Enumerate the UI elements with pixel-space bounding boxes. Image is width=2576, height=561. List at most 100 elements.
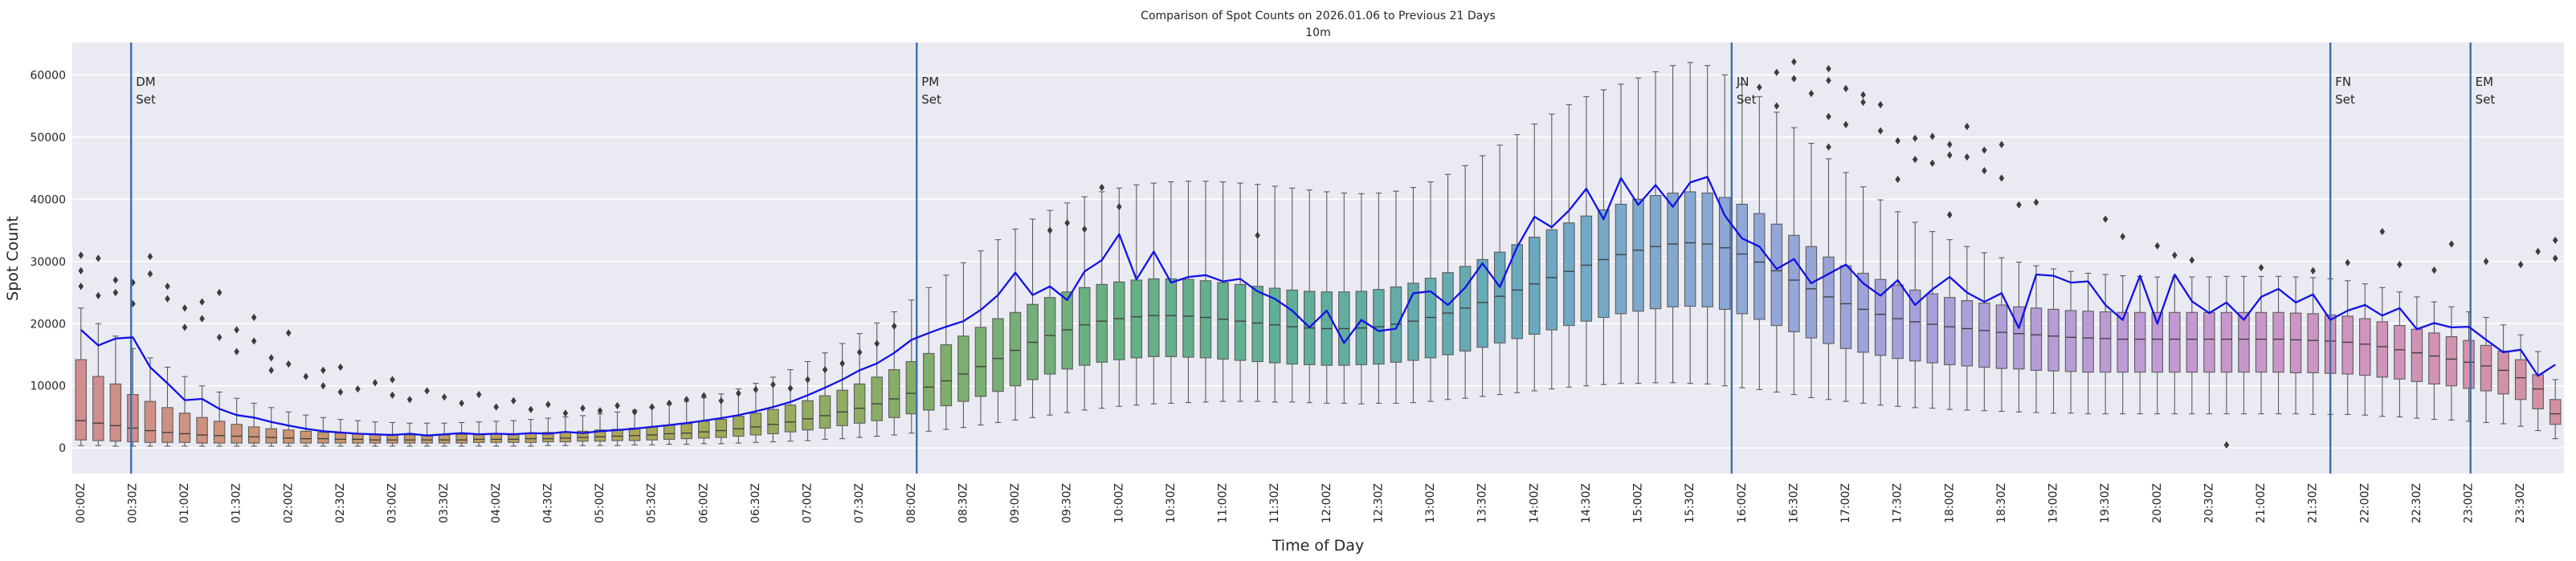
outlier-diamond [476,390,482,399]
box [1615,203,1627,315]
box [473,433,485,443]
outlier-diamond [372,379,378,387]
event-label-fn-set: Set [2335,92,2355,107]
outlier-diamond [251,313,257,322]
box [992,318,1004,392]
x-tick-label: 09:30Z [1061,483,1074,523]
outlier-diamond [424,387,430,395]
box [2359,318,2371,376]
box [2117,311,2129,373]
chart-title: Comparison of Spot Counts on 2026.01.06 … [1141,10,1496,22]
box [1182,278,1194,358]
outlier-diamond [2016,201,2022,209]
box [1944,297,1956,365]
box [1995,304,2008,369]
x-tick-label: 13:30Z [1476,483,1489,523]
box [698,421,710,439]
outlier-diamond [441,393,447,401]
box [213,421,226,444]
x-tick-label: 20:00Z [2151,483,2164,523]
outlier-diamond [1826,64,1831,73]
outlier-diamond [1808,89,1815,98]
box [1649,195,1662,310]
x-tick-label: 04:00Z [490,483,503,523]
box [2307,313,2319,374]
box [1165,278,1178,357]
event-label-dm-set: Set [136,92,156,107]
box [2549,399,2562,425]
outlier-diamond [891,322,897,330]
outlier-diamond [614,401,620,410]
x-tick-label: 06:00Z [697,483,710,523]
box [1545,229,1558,331]
outlier-diamond [2033,198,2039,206]
box [1823,256,1835,344]
outlier-diamond [199,298,205,306]
box [438,434,451,444]
x-tick-label: 05:00Z [594,483,606,523]
box [749,413,762,436]
outlier-diamond [2223,441,2230,449]
box [1909,289,1921,362]
outlier-diamond [1982,146,1987,154]
x-tick-label: 07:00Z [802,483,814,523]
box [1217,282,1229,360]
x-tick-label: 08:00Z [905,483,918,523]
outlier-diamond [1998,174,2005,182]
box [957,335,970,402]
box [2445,335,2458,387]
box [1805,246,1818,339]
outlier-diamond [96,254,101,262]
box [1234,283,1247,361]
box [767,409,779,434]
outlier-diamond [787,384,794,392]
x-tick-label: 23:30Z [2514,483,2527,523]
x-tick-label: 14:00Z [1528,483,1541,523]
box [2134,311,2146,373]
axes-background [72,43,2564,474]
box [525,433,537,443]
outlier-diamond [856,348,863,356]
x-tick-label: 02:30Z [334,483,347,523]
box [2064,310,2077,372]
outlier-diamond [1099,183,1105,192]
x-tick-label: 19:30Z [2099,483,2112,523]
box [542,432,554,443]
box [334,433,347,444]
outlier-diamond [1877,100,1884,109]
plot-layer: DM Set PM Set JN Set FN Set EM Set 0 10000 20000 3000… [30,43,2564,523]
box [1511,244,1523,339]
outlier-diamond [337,388,344,396]
box [1251,286,1264,363]
outlier-diamond [234,348,239,356]
outlier-diamond [78,266,84,274]
box [1926,293,1938,364]
outlier-diamond [1946,140,1953,148]
y-tick-label: 10000 [30,380,66,393]
x-tick-label: 20:30Z [2202,483,2215,523]
outlier-diamond [337,363,344,372]
box [247,426,260,444]
box [2099,311,2112,373]
outlier-diamond [1946,151,1953,159]
box [1113,281,1125,360]
outlier-diamond [251,337,257,345]
box [2428,332,2440,384]
box [1096,283,1108,363]
outlier-diamond [285,360,292,368]
box [317,432,329,444]
x-tick-label: 16:30Z [1787,483,1800,523]
outlier-diamond [112,276,119,284]
outlier-diamond [1826,143,1831,151]
outlier-diamond [1929,159,1936,167]
outlier-diamond [528,405,534,413]
box [196,417,208,444]
outlier-diamond [2258,263,2264,272]
outlier-diamond [2154,242,2161,250]
outlier-diamond [545,400,551,409]
box [1130,279,1143,359]
box [1874,278,1887,356]
outlier-diamond [147,270,153,278]
outlier-diamond [2483,258,2489,266]
